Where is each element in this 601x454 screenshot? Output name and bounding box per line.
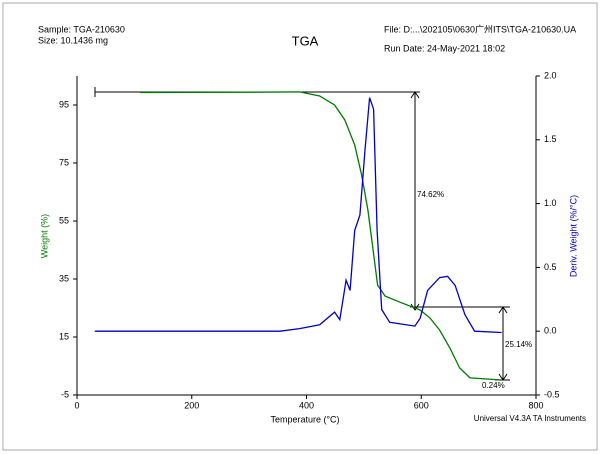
run-date: Run Date: 24-May-2021 18:02: [384, 43, 505, 53]
y2-axis-label: Deriv. Weight (%/°C): [568, 195, 578, 277]
step-brackets: [94, 87, 510, 381]
y2-tick-label: 1.5: [544, 134, 557, 144]
file: File: D:...\202105\0630广州ITS\TGA-210630.…: [384, 23, 576, 34]
y2-tick-label: 2.0: [544, 70, 557, 80]
y-tick-label: 35: [59, 273, 69, 283]
y2-tick-label: -0.5: [544, 389, 560, 399]
chart-title: TGA: [292, 33, 319, 48]
sample: Sample: TGA-210630: [38, 24, 125, 34]
y-tick-label: 55: [59, 215, 69, 225]
arrow: [410, 91, 420, 311]
y-tick-label: 95: [59, 99, 69, 109]
annotation: 74.62%: [417, 190, 444, 199]
x-tick-label: 400: [299, 400, 314, 410]
y2-tick-label: 1.0: [544, 198, 557, 208]
y-tick-label: -5: [61, 389, 69, 399]
annotation: 25.14%: [505, 340, 532, 349]
x-tick-label: 800: [528, 400, 543, 410]
x-tick-label: 600: [414, 400, 429, 410]
data-line: [140, 91, 500, 381]
footer: Universal V4.3A TA Instruments: [474, 414, 586, 423]
x-tick-label: 0: [74, 400, 79, 410]
y-axis-label: Weight (%): [39, 214, 49, 258]
y2-tick-label: 0.5: [544, 262, 557, 272]
y2-tick-label: 0.0: [544, 326, 557, 336]
size: Size: 10.1436 mg: [38, 35, 108, 45]
y-tick-label: 75: [59, 157, 69, 167]
x-tick-label: 200: [184, 400, 199, 410]
annotation: 0.24%: [482, 381, 505, 390]
x-axis-label: Temperature (°C): [270, 414, 339, 424]
y-tick-label: 15: [59, 331, 69, 341]
data-line: [94, 97, 502, 334]
